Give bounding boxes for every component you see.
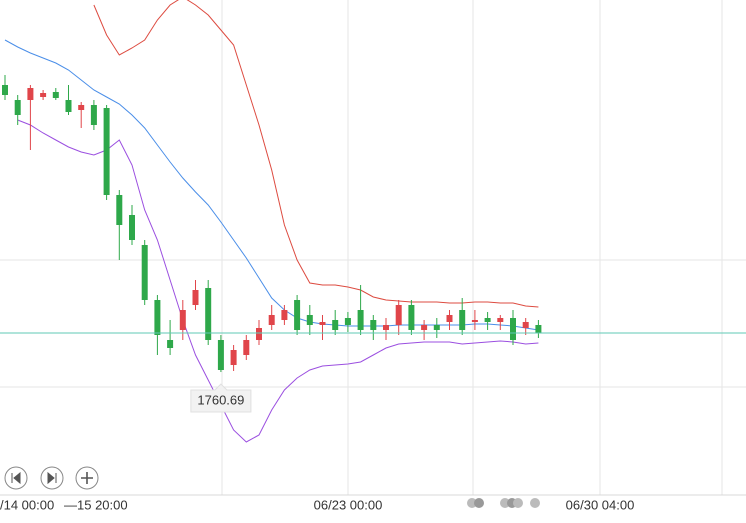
- candle-body: [116, 195, 123, 225]
- candle-body: [332, 320, 339, 330]
- candle-body: [167, 340, 174, 348]
- candle-body: [65, 100, 72, 112]
- candle-body: [205, 288, 212, 340]
- candle-body: [471, 320, 478, 322]
- candle-body: [395, 305, 402, 325]
- candle-body: [141, 245, 148, 300]
- candle-body: [52, 92, 59, 98]
- band-line: [4, 39, 539, 331]
- scroll-handles[interactable]: [467, 498, 540, 508]
- candle-body: [217, 340, 224, 370]
- candle-body: [408, 305, 415, 330]
- candle-body: [40, 93, 47, 97]
- candle-body: [370, 320, 377, 330]
- candle-body: [256, 328, 262, 340]
- candle-body: [294, 300, 301, 330]
- candle-body: [484, 318, 491, 322]
- candle-body: [383, 325, 389, 330]
- candle-body: [344, 318, 351, 325]
- candle-body: [192, 290, 199, 305]
- candle-body: [510, 318, 516, 340]
- candle-body: [446, 315, 453, 322]
- candle-body: [2, 85, 8, 95]
- jump-end-button[interactable]: [40, 466, 64, 490]
- candle-body: [268, 315, 275, 325]
- jump-start-button[interactable]: [4, 466, 28, 490]
- controls: [4, 466, 540, 508]
- candle-body: [90, 105, 97, 125]
- candle-body: [319, 322, 326, 325]
- candle-body: [103, 108, 110, 195]
- low-callout: [190, 383, 252, 413]
- candle-body: [421, 325, 428, 330]
- low-label: 1760.69: [197, 392, 244, 407]
- plot: [0, 0, 746, 443]
- candle-body: [522, 322, 529, 328]
- x-tick-label: 06/30 04:00: [566, 497, 635, 512]
- candle-body: [306, 315, 313, 325]
- x-tick-label: /14 00:00: [0, 497, 54, 512]
- candle-body: [230, 350, 237, 365]
- zoom-in-button[interactable]: [75, 466, 99, 490]
- grid: [0, 0, 746, 496]
- candle-body: [14, 100, 21, 115]
- candle-body: [535, 325, 542, 333]
- candle-body: [243, 340, 250, 355]
- x-tick-label: —15 20:00: [64, 497, 128, 512]
- candle-body: [129, 215, 135, 240]
- candle-body: [179, 310, 186, 330]
- band-line: [17, 119, 539, 443]
- band-line: [93, 0, 539, 308]
- candle-body: [27, 88, 34, 100]
- candle-body: [433, 325, 440, 330]
- candle-body: [357, 310, 364, 330]
- x-tick-label: 06/23 00:00: [314, 497, 383, 512]
- candle-body: [154, 300, 161, 335]
- candle-body: [497, 318, 504, 322]
- candle-body: [281, 310, 288, 320]
- candle-body: [459, 310, 466, 330]
- candle-body: [78, 105, 85, 110]
